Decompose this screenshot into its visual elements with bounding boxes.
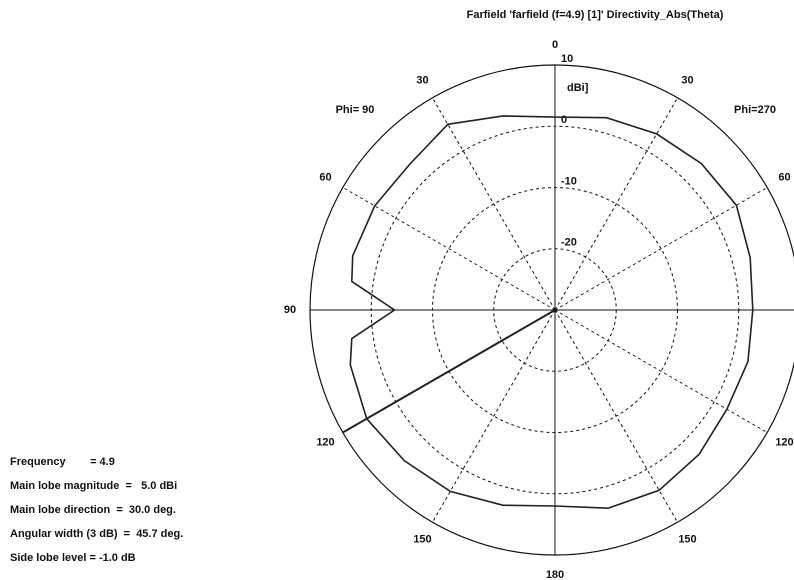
main-lobe-line (342, 309, 556, 434)
angle-tick-label: 30 (416, 74, 428, 86)
spoke (432, 309, 556, 523)
angle-tick-label: 120 (775, 436, 793, 448)
angle-tick-label: 180 (546, 569, 564, 580)
angle-tick-label: 60 (778, 171, 790, 183)
angle-tick-label: 30 (681, 74, 693, 86)
radial-tick-label: 10 (561, 53, 573, 65)
info-line: Main lobe direction = 30.0 deg. (10, 504, 176, 516)
spoke (554, 97, 678, 311)
angle-tick-label: 120 (316, 436, 334, 448)
phi-right-label: Phi=270 (734, 104, 776, 116)
spoke (554, 309, 678, 523)
ring (493, 248, 617, 372)
radial-unit: dBi] (567, 82, 589, 94)
chart-title: Farfield 'farfield (f=4.9) [1]' Directiv… (467, 9, 724, 21)
ring (309, 64, 794, 556)
spoke (554, 187, 768, 311)
radial-tick-label: -10 (561, 175, 577, 187)
angle-tick-label: 90 (284, 304, 296, 316)
angle-tick-label: 150 (413, 533, 431, 545)
angle-tick-label: 0 (552, 39, 558, 51)
ring (370, 125, 740, 495)
ring (432, 187, 678, 433)
spoke (342, 187, 556, 311)
angle-tick-label: 60 (319, 171, 331, 183)
radial-tick-label: -20 (561, 237, 577, 249)
spoke (432, 97, 556, 311)
pattern-curve (349, 115, 754, 510)
info-line: Main lobe magnitude = 5.0 dBi (10, 480, 177, 492)
info-line: Frequency = 4.9 (10, 456, 115, 468)
phi-left-label: Phi= 90 (336, 104, 375, 116)
spoke (554, 309, 768, 433)
info-line: Side lobe level = -1.0 dB (10, 552, 136, 564)
radial-tick-label: 0 (561, 114, 567, 126)
info-line: Angular width (3 dB) = 45.7 deg. (10, 528, 183, 540)
angle-tick-label: 150 (678, 533, 696, 545)
